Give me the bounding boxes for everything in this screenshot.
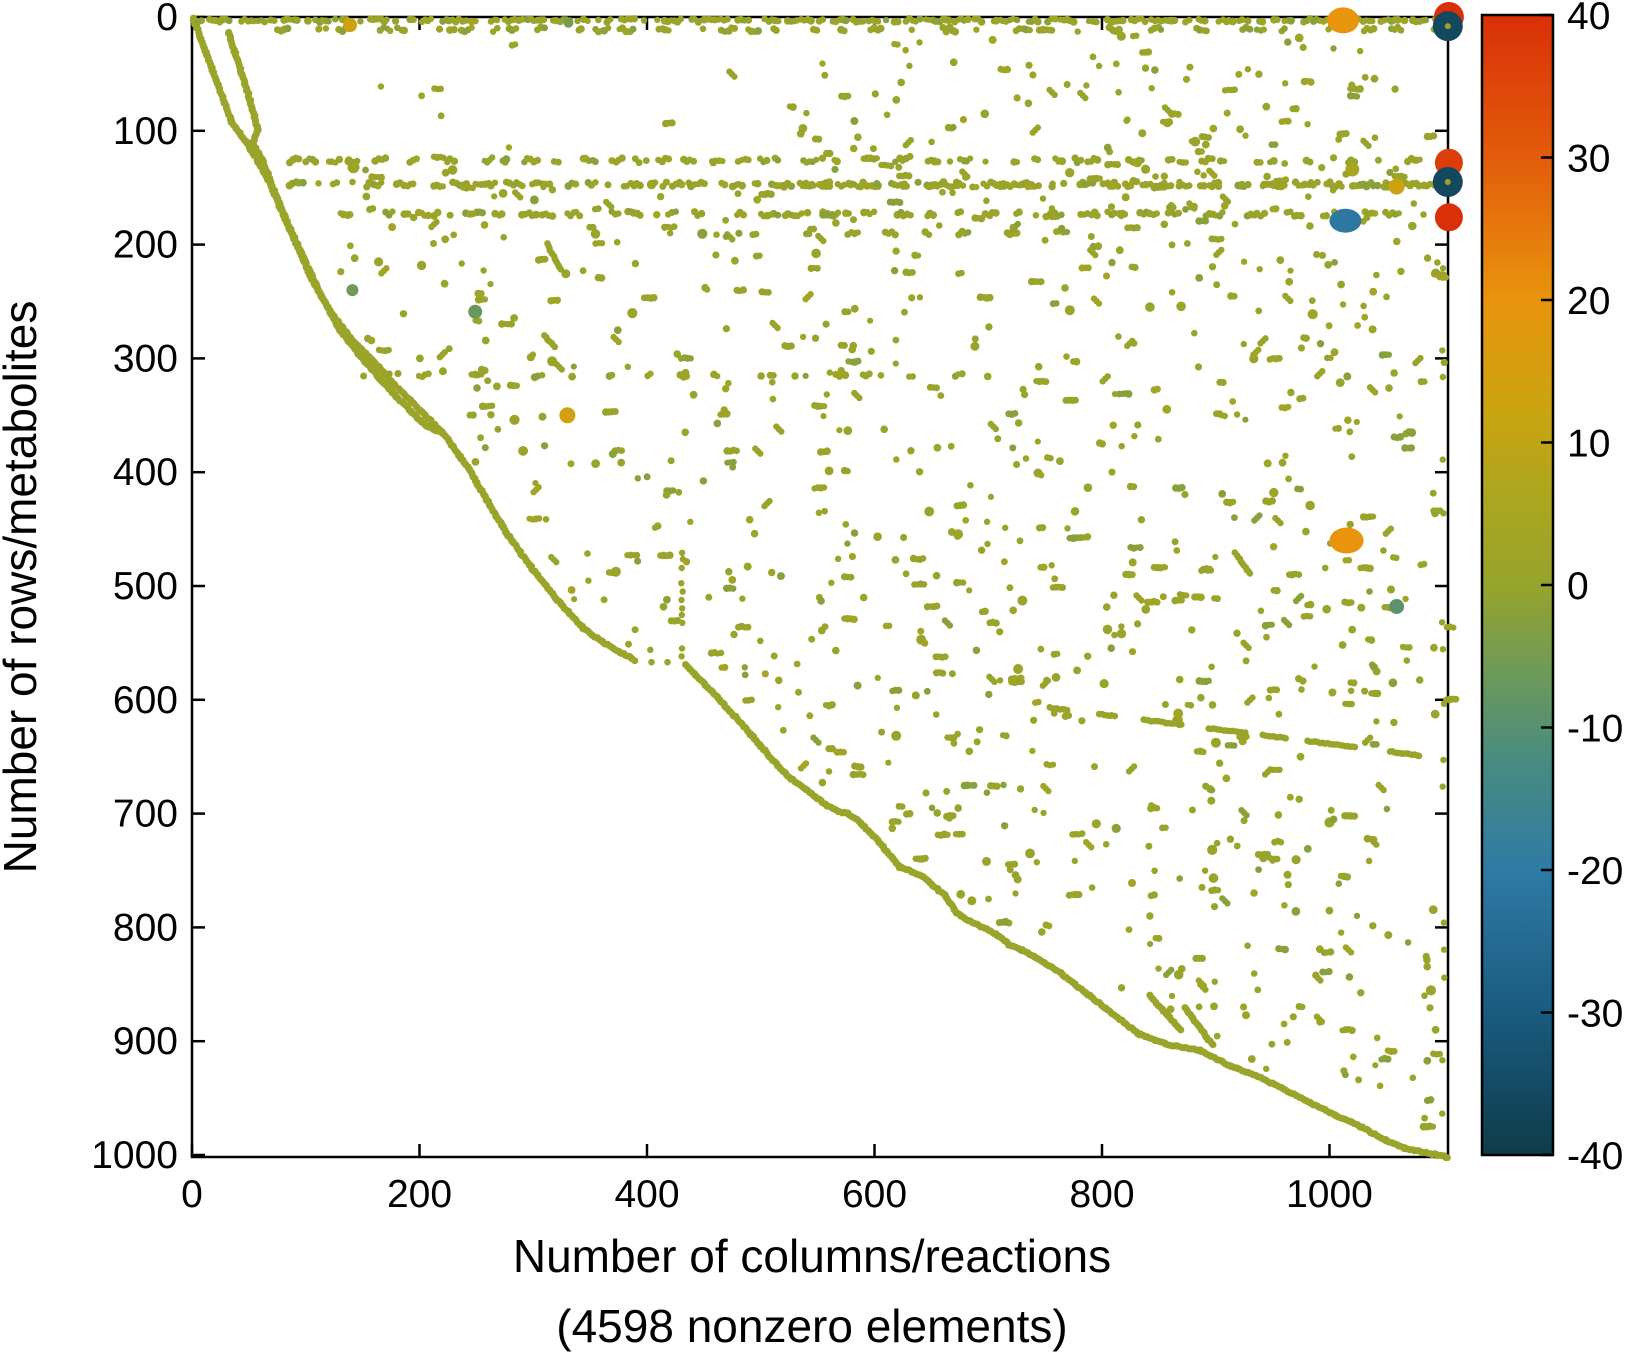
y-tick-label: 300 (113, 337, 178, 380)
colorbar-tick-label: -10 (1567, 708, 1623, 751)
notable-dot (1388, 178, 1405, 195)
y-tick-label: 0 (156, 0, 178, 39)
y-tick-label: 1000 (91, 1134, 178, 1177)
colorbar-tick-label: 0 (1567, 565, 1589, 608)
colorbar-tick-label: -40 (1567, 1135, 1623, 1178)
notable-dot (346, 284, 359, 297)
notable-dot (1389, 599, 1405, 614)
x-tick-label: 400 (614, 1173, 679, 1216)
y-tick-label: 900 (113, 1020, 178, 1063)
x-tick-label: 0 (181, 1173, 203, 1216)
notable-dot (563, 17, 574, 28)
colorbar-tick-label: 10 (1567, 423, 1610, 466)
y-tick-label: 700 (113, 793, 178, 836)
y-tick-label: 200 (113, 224, 178, 267)
x-tick-label: 1000 (1286, 1173, 1373, 1216)
colorbar: 40 30 20 10 0 -10 -20 -30 -40 (1480, 0, 1623, 1178)
plot-area-border (190, 15, 1450, 1159)
notable-dot (1329, 527, 1364, 554)
x-tick-label: 200 (387, 1173, 452, 1216)
y-tick-label: 600 (113, 679, 178, 722)
notable-dot-core (1444, 23, 1451, 30)
notable-dot (1329, 208, 1362, 233)
x-tick-label: 600 (842, 1173, 907, 1216)
notable-dot (468, 304, 483, 319)
colorbar-tick-label: 20 (1567, 280, 1610, 323)
notable-dot (559, 407, 576, 424)
notable-dot-core (1444, 179, 1451, 185)
colorbar-tick-labels: 40 30 20 10 0 -10 -20 -30 -40 (1567, 0, 1623, 1178)
y-axis-title: Number of rows/metabolites (0, 301, 46, 874)
notable-dot (1173, 708, 1184, 719)
colorbar-tick-label: -20 (1567, 850, 1623, 893)
colorbar-ticks (1541, 13, 1553, 1157)
x-axis-subtitle: (4598 nonzero elements) (556, 1300, 1067, 1352)
colorbar-tick-label: -30 (1567, 993, 1623, 1036)
notable-dot (1327, 7, 1360, 34)
notable-dot (1434, 203, 1463, 232)
x-tick-label: 800 (1069, 1173, 1134, 1216)
y-tick-label: 100 (113, 110, 178, 153)
matrix-dots-layer (189, 14, 1460, 1162)
y-tick-label: 500 (113, 565, 178, 608)
x-axis-title: Number of columns/reactions (513, 1230, 1111, 1282)
axis-tick-labels: 0 200 400 600 800 100001002003004005006007008… (91, 0, 1373, 1216)
notable-dots-layer (343, 2, 1464, 719)
notable-dot (1345, 162, 1360, 177)
y-tick-label: 400 (113, 451, 178, 494)
notable-dot (343, 18, 358, 32)
y-tick-label: 800 (113, 906, 178, 949)
colorbar-tick-label: 30 (1567, 138, 1610, 181)
notable-dot (347, 161, 360, 174)
colorbar-tick-label: 40 (1567, 0, 1610, 38)
